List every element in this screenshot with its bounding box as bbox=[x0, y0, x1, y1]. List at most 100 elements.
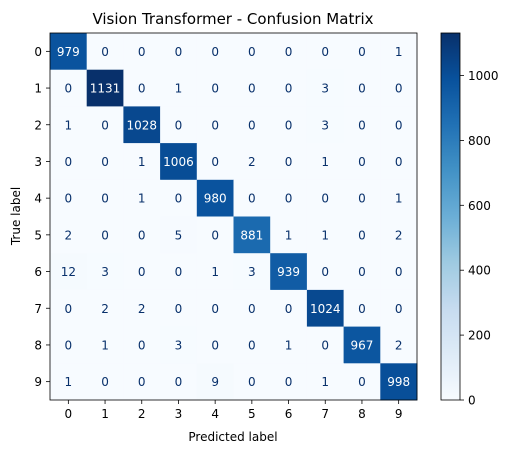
matrix-cell bbox=[196, 33, 234, 71]
matrix-cell bbox=[343, 106, 381, 144]
x-tick-label: 5 bbox=[248, 407, 256, 421]
matrix-cell bbox=[160, 216, 198, 254]
colorbar-tick-label: 0 bbox=[468, 394, 476, 408]
matrix-cell bbox=[343, 326, 381, 364]
matrix-cell-value: 881 bbox=[240, 228, 263, 242]
matrix-cell bbox=[233, 143, 271, 181]
y-tick-label: 9 bbox=[34, 375, 42, 389]
matrix-cell bbox=[233, 253, 271, 291]
matrix-cell-value: 0 bbox=[395, 265, 403, 279]
matrix-cell bbox=[343, 143, 381, 181]
matrix-cell-value: 1 bbox=[285, 228, 293, 242]
matrix-cell-value: 2 bbox=[65, 228, 73, 242]
matrix-cell bbox=[306, 69, 344, 107]
matrix-cell-value: 0 bbox=[175, 118, 183, 132]
matrix-cell bbox=[50, 179, 88, 217]
y-tick-label: 5 bbox=[34, 228, 42, 242]
colorbar-tick-label: 1000 bbox=[468, 69, 499, 83]
colorbar-tick-label: 200 bbox=[468, 329, 491, 343]
matrix-cell-value: 1024 bbox=[310, 302, 341, 316]
matrix-cell bbox=[50, 143, 88, 181]
matrix-frame bbox=[49, 32, 418, 401]
matrix-cell-value: 0 bbox=[248, 82, 256, 96]
y-tick-label: 6 bbox=[34, 265, 42, 279]
x-tick-label: 1 bbox=[101, 407, 109, 421]
matrix-cell bbox=[123, 289, 161, 327]
matrix-cell-value: 0 bbox=[248, 338, 256, 352]
matrix-cell bbox=[86, 143, 124, 181]
matrix-cell-value: 0 bbox=[358, 118, 366, 132]
matrix-cell-value: 0 bbox=[358, 192, 366, 206]
matrix-cell-value: 12 bbox=[61, 265, 76, 279]
matrix-cell bbox=[233, 216, 271, 254]
matrix-cell-value: 967 bbox=[350, 338, 373, 352]
matrix-cell bbox=[86, 253, 124, 291]
matrix-cell bbox=[270, 69, 308, 107]
matrix-cell bbox=[123, 33, 161, 71]
matrix-cell bbox=[270, 106, 308, 144]
matrix-cell-value: 0 bbox=[285, 82, 293, 96]
y-tick-label: 2 bbox=[34, 118, 42, 132]
matrix-cell-value: 0 bbox=[211, 82, 219, 96]
chart-title: Vision Transformer - Confusion Matrix bbox=[92, 10, 373, 28]
x-axis-ticks: 0 1 2 3 4 5 6 7 8 9 bbox=[65, 400, 402, 421]
colorbar-tick-label: 800 bbox=[468, 134, 491, 148]
matrix-cell bbox=[343, 69, 381, 107]
x-tick-label: 6 bbox=[285, 407, 293, 421]
matrix-cell bbox=[233, 326, 271, 364]
matrix-cell bbox=[123, 69, 161, 107]
matrix-cell-value: 0 bbox=[101, 375, 109, 389]
matrix-cell bbox=[233, 289, 271, 327]
matrix-cell-value: 0 bbox=[175, 45, 183, 59]
matrix-cell bbox=[196, 179, 234, 217]
matrix-cell bbox=[123, 253, 161, 291]
matrix-cell-value: 0 bbox=[248, 375, 256, 389]
matrix-cell-value: 0 bbox=[211, 228, 219, 242]
matrix-cell-value: 1 bbox=[138, 192, 146, 206]
matrix-cell-value: 1 bbox=[321, 375, 329, 389]
matrix-cell bbox=[380, 289, 418, 327]
matrix-cell bbox=[50, 33, 88, 71]
matrix-cell-value: 0 bbox=[285, 375, 293, 389]
matrix-cell bbox=[196, 143, 234, 181]
matrix-cell-value: 0 bbox=[358, 228, 366, 242]
y-tick-label: 4 bbox=[34, 192, 42, 206]
y-axis-label: True label bbox=[9, 187, 23, 246]
matrix-cell-value: 0 bbox=[138, 82, 146, 96]
matrix-cell-value: 1 bbox=[211, 265, 219, 279]
matrix-cell-value: 939 bbox=[277, 265, 300, 279]
matrix-cell-value: 0 bbox=[175, 375, 183, 389]
matrix-cell-value: 0 bbox=[358, 375, 366, 389]
matrix-cell-value: 0 bbox=[101, 155, 109, 169]
y-tick-label: 1 bbox=[34, 82, 42, 96]
matrix-cell bbox=[270, 216, 308, 254]
matrix-cell-value: 0 bbox=[211, 155, 219, 169]
matrix-cell bbox=[306, 216, 344, 254]
matrix-cell-value: 0 bbox=[285, 45, 293, 59]
matrix-cell bbox=[380, 69, 418, 107]
matrix-cell bbox=[123, 326, 161, 364]
matrix-cell-value: 0 bbox=[211, 118, 219, 132]
matrix-cell-labels: 979 0 0 0 0 0 0 0 0 10 1131 0 1 0 0 0 3 0 01 0 1028 0 0 0 0 3 0 00 0… bbox=[57, 45, 410, 389]
matrix-cell-value: 1 bbox=[321, 228, 329, 242]
matrix-cell-value: 2 bbox=[138, 302, 146, 316]
matrix-cell bbox=[343, 363, 381, 401]
matrix-cell-value: 0 bbox=[358, 155, 366, 169]
matrix-cell bbox=[196, 216, 234, 254]
matrix-cell bbox=[86, 216, 124, 254]
matrix-cell-value: 0 bbox=[211, 45, 219, 59]
matrix-cell bbox=[270, 326, 308, 364]
matrix-cell-value: 0 bbox=[211, 338, 219, 352]
matrix-cell bbox=[86, 69, 124, 107]
matrix-cell bbox=[306, 143, 344, 181]
x-tick-label: 0 bbox=[65, 407, 73, 421]
matrix-cell-value: 0 bbox=[138, 228, 146, 242]
matrix-cell bbox=[270, 289, 308, 327]
matrix-cell bbox=[123, 179, 161, 217]
matrix-cell-value: 0 bbox=[321, 45, 329, 59]
matrix-cell bbox=[160, 363, 198, 401]
matrix-cell-value: 2 bbox=[248, 155, 256, 169]
matrix-cell-value: 9 bbox=[211, 375, 219, 389]
matrix-cell bbox=[233, 33, 271, 71]
matrix-cell-value: 0 bbox=[358, 82, 366, 96]
